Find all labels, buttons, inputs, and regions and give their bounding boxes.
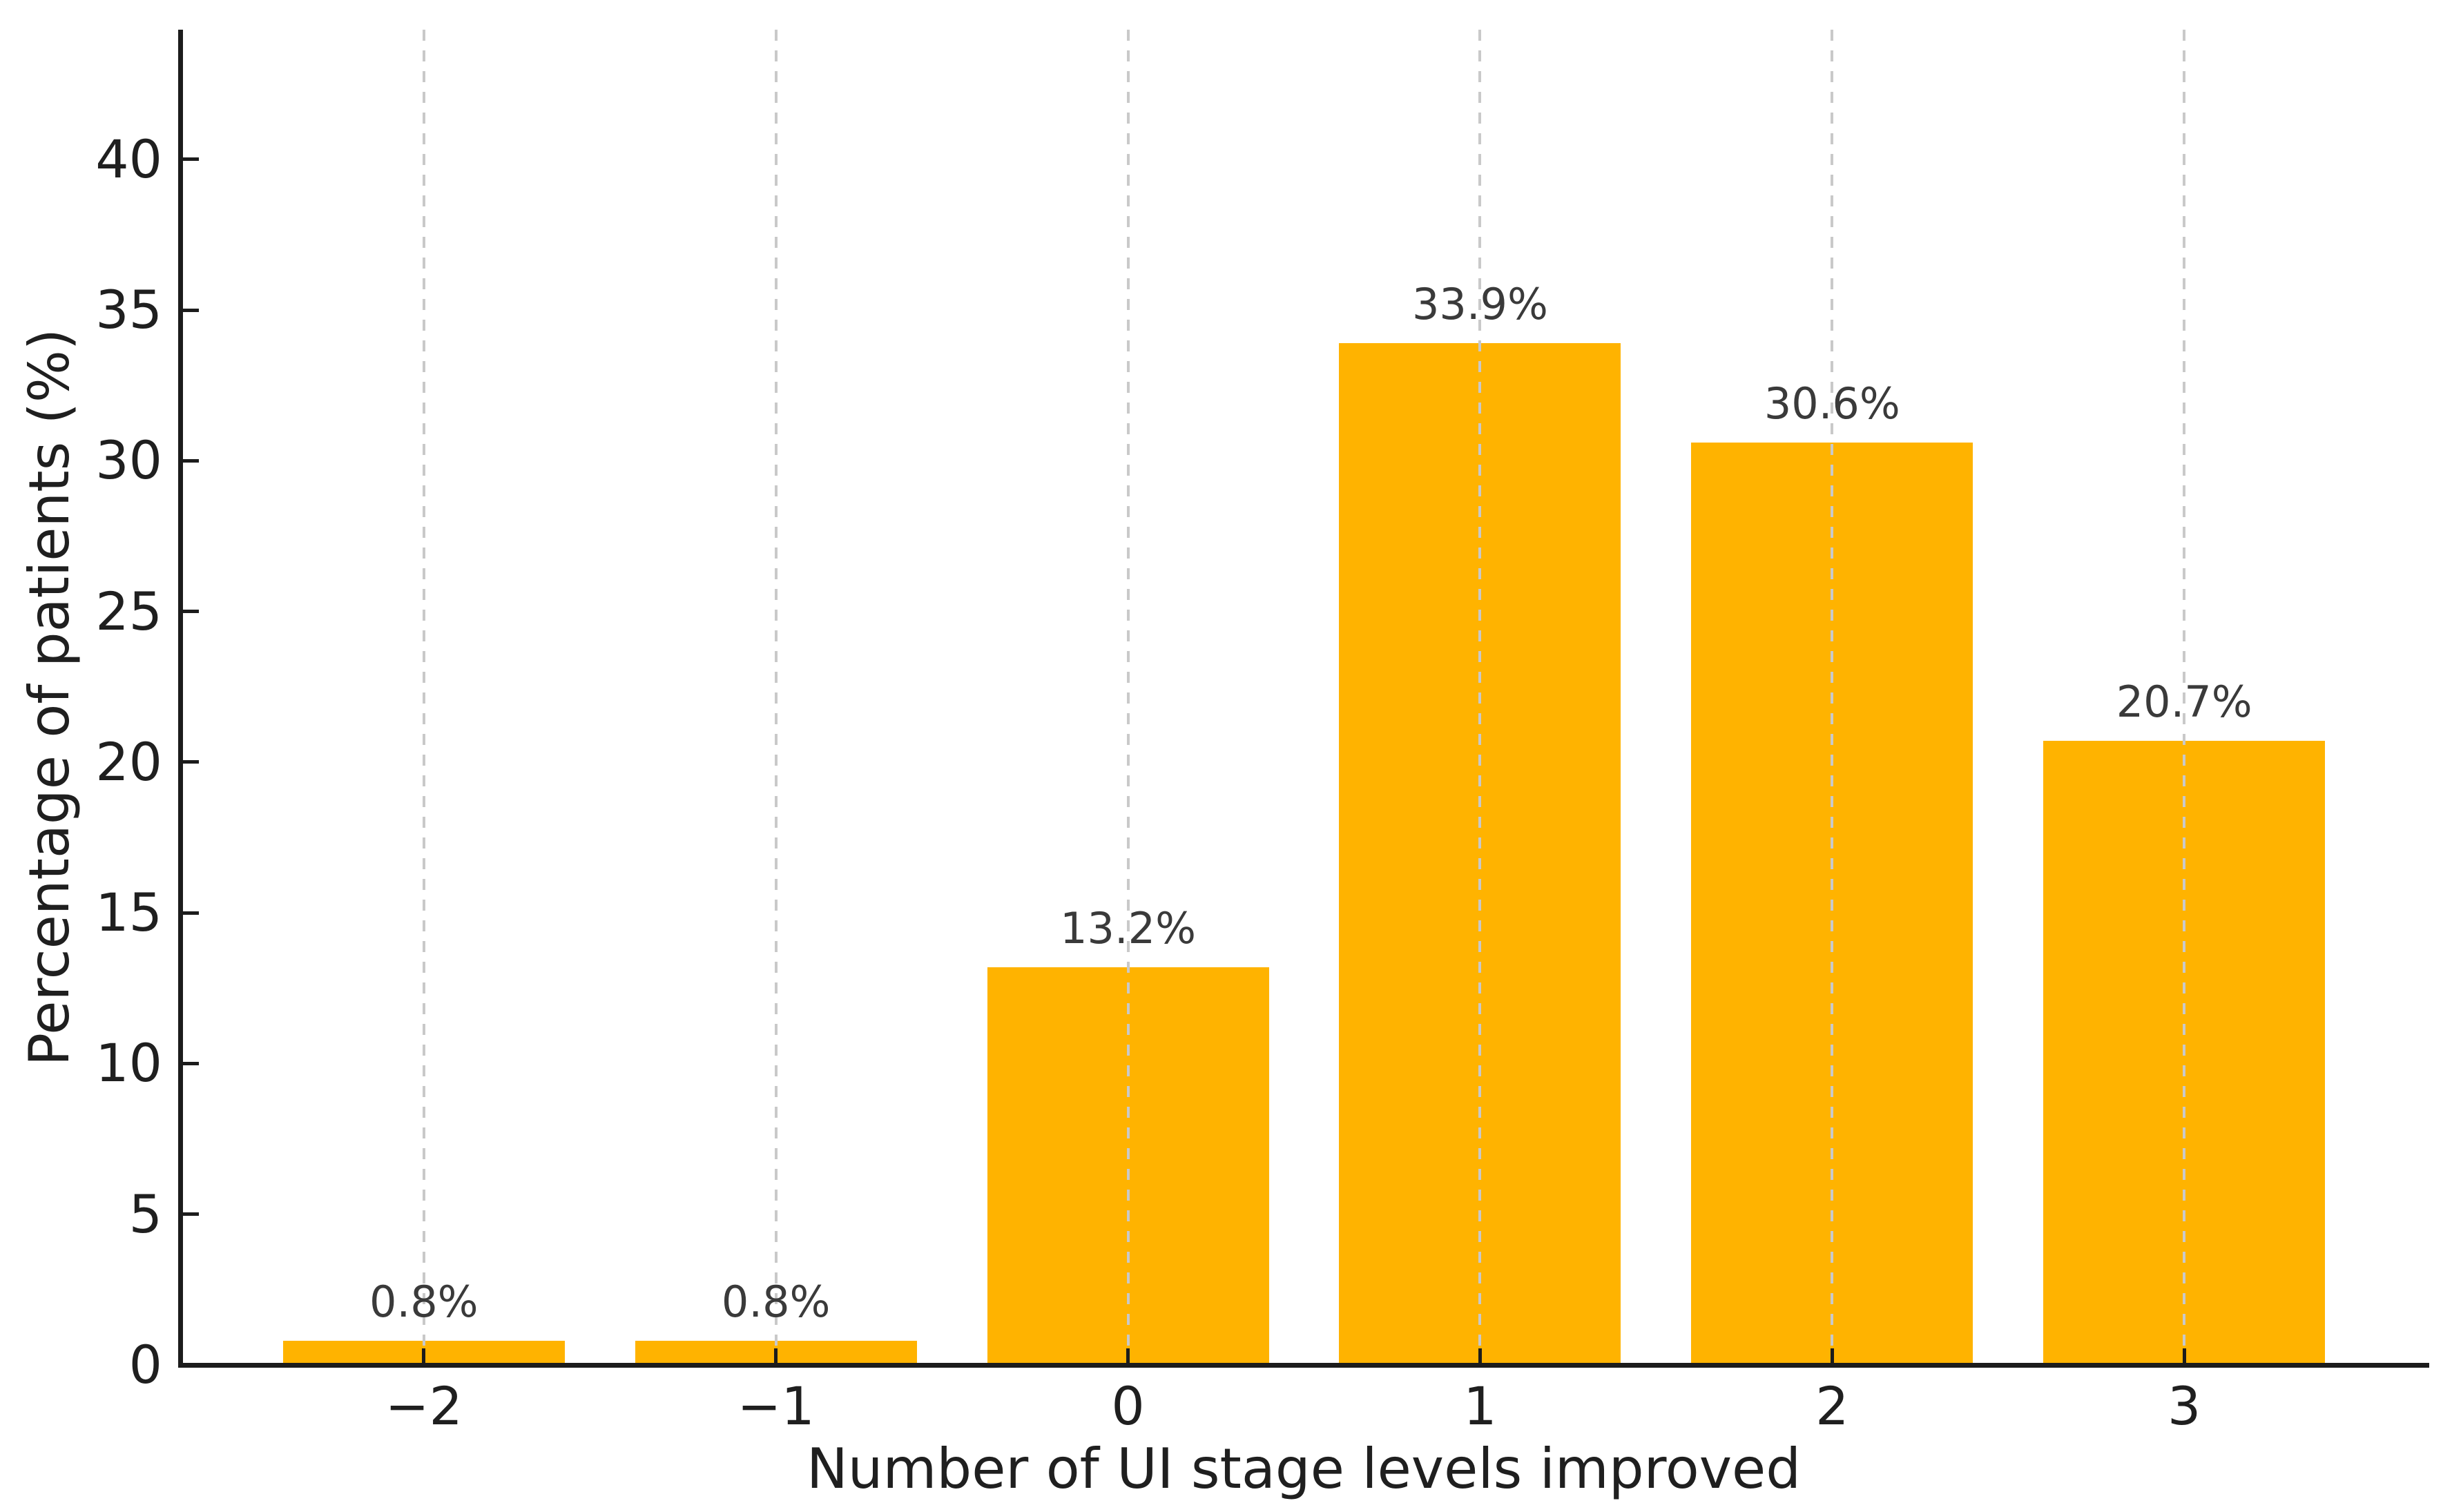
- y-tick-label: 5: [128, 1183, 162, 1245]
- gridline: [1831, 30, 1834, 1365]
- y-tick-label: 15: [95, 882, 162, 944]
- y-tick-mark: [181, 610, 199, 614]
- bar-value-label: 0.8%: [369, 1277, 479, 1328]
- x-tick-mark: [2182, 1348, 2186, 1365]
- x-tick-label: 3: [2167, 1375, 2201, 1437]
- bar-value-label: 33.9%: [1411, 279, 1548, 330]
- y-tick-label: 30: [95, 429, 162, 492]
- y-tick-label: 35: [95, 279, 162, 340]
- x-axis-spine: [178, 1363, 2429, 1368]
- y-tick-label: 20: [95, 730, 162, 793]
- y-tick-mark: [181, 1061, 199, 1065]
- y-tick-label: 0: [128, 1334, 162, 1395]
- x-tick-label: 0: [1111, 1375, 1145, 1437]
- y-tick-mark: [181, 1212, 199, 1217]
- y-tick-mark: [181, 760, 199, 764]
- x-tick-label: 2: [1815, 1375, 1849, 1437]
- y-axis-spine: [178, 30, 183, 1368]
- x-tick-mark: [774, 1348, 778, 1365]
- x-tick-mark: [1478, 1348, 1482, 1365]
- x-tick-label: 1: [1463, 1375, 1497, 1437]
- gridline: [2183, 30, 2186, 1365]
- x-tick-mark: [1126, 1348, 1130, 1365]
- y-tick-mark: [181, 458, 199, 463]
- bar-value-label: 20.7%: [2116, 677, 2252, 728]
- bar-value-label: 30.6%: [1764, 378, 1900, 429]
- bar-value-label: 13.2%: [1060, 902, 1197, 953]
- plot-area: 0.8% 0.8% 13.2% 33.9% 30.6% 20.7%: [178, 30, 2429, 1368]
- gridline: [1126, 30, 1130, 1365]
- gridline: [422, 30, 425, 1365]
- x-axis-title: Number of UI stage levels improved: [806, 1437, 1802, 1501]
- x-tick-label: −1: [737, 1375, 815, 1437]
- y-tick-mark: [181, 308, 199, 312]
- gridline: [1478, 30, 1482, 1365]
- x-tick-mark: [422, 1348, 426, 1365]
- bar-value-label: 0.8%: [721, 1277, 831, 1328]
- x-tick-mark: [1830, 1348, 1834, 1365]
- y-tick-label: 25: [95, 580, 162, 642]
- y-tick-label: 40: [95, 128, 162, 190]
- x-tick-label: −2: [385, 1375, 463, 1437]
- y-tick-mark: [181, 157, 199, 162]
- y-tick-mark: [181, 911, 199, 915]
- y-tick-label: 10: [95, 1032, 162, 1094]
- gridline: [774, 30, 778, 1365]
